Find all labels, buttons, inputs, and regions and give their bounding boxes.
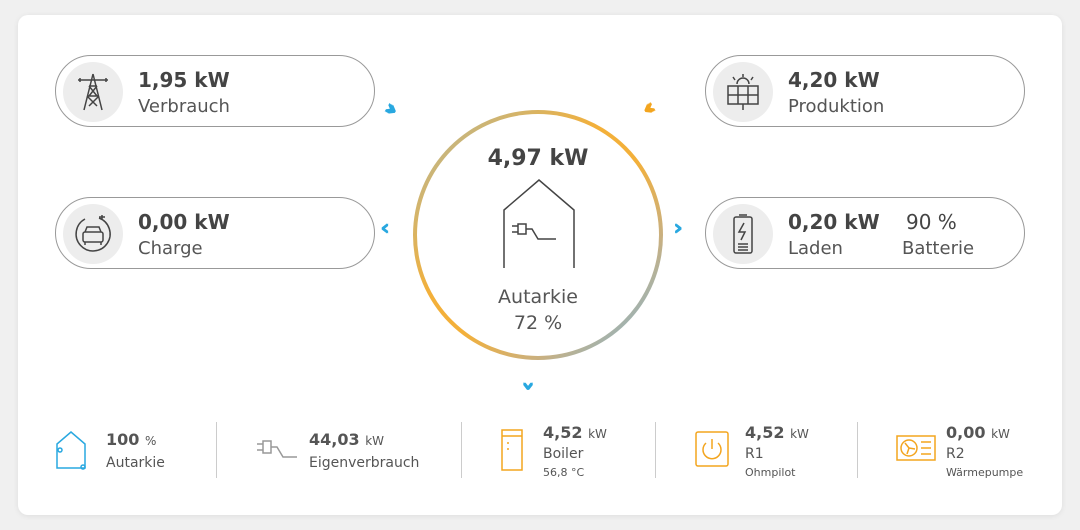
- summary-label: R2: [946, 446, 965, 462]
- flow-arrow-battery: ››: [673, 216, 684, 241]
- summary-value: 100: [106, 430, 140, 449]
- charge-pill[interactable]: 0,00 kW Charge: [55, 197, 375, 269]
- divider: [216, 422, 217, 478]
- summary-eigenverbrauch: 44,03 kW Eigenverbrauch: [255, 420, 445, 480]
- autarky-circle: 4,97 kW Autarkie 72 %: [413, 110, 663, 360]
- battery-percent: 90 %: [906, 210, 957, 234]
- grid-label: Verbrauch: [138, 96, 230, 117]
- summary-value: 4,52: [543, 423, 583, 442]
- summary-unit: %: [144, 434, 157, 448]
- summary-boiler: 4,52 kW Boiler 56,8 °C: [500, 420, 640, 480]
- summary-unit: kW: [588, 427, 607, 441]
- summary-value: 0,00: [946, 423, 986, 442]
- flow-arrow-charge: ‹‹: [380, 216, 391, 241]
- battery-pill[interactable]: 0,20 kW Laden 90 % Batterie: [705, 197, 1025, 269]
- summary-sub: Ohmpilot: [745, 466, 796, 479]
- production-label: Produktion: [788, 96, 885, 117]
- divider: [461, 422, 462, 478]
- summary-label: Eigenverbrauch: [309, 455, 420, 471]
- center-percent: 72 %: [513, 312, 563, 334]
- charge-label: Charge: [138, 238, 203, 259]
- center-label: Autarkie: [498, 286, 578, 308]
- battery-icon: [713, 204, 773, 264]
- summary-autarkie: 100 % Autarkie: [55, 420, 205, 480]
- plug-icon: [257, 440, 297, 458]
- house-icon: [56, 431, 86, 470]
- battery-value: 0,20 kW: [788, 210, 880, 234]
- production-pill[interactable]: 4,20 kW Produktion: [705, 55, 1025, 127]
- summary-label: Autarkie: [106, 455, 165, 471]
- summary-value: 44,03: [309, 430, 360, 449]
- power-tower-icon: [63, 62, 123, 122]
- summary-sub: Wärmepumpe: [946, 466, 1024, 479]
- battery-label: Laden: [788, 238, 843, 259]
- summary-label: Boiler: [543, 446, 584, 462]
- divider: [857, 422, 858, 478]
- grid-value: 1,95 kW: [138, 68, 230, 92]
- summary-label: R1: [745, 446, 764, 462]
- summary-r2: 0,00 kW R2 Wärmepumpe: [895, 420, 1045, 480]
- summary-unit: kW: [991, 427, 1010, 441]
- ev-charger-icon: [63, 204, 123, 264]
- solar-panel-icon: [713, 62, 773, 122]
- heat-pump-icon: [896, 435, 936, 461]
- boiler-icon: [501, 429, 523, 471]
- summary-unit: kW: [365, 434, 385, 448]
- summary-value: 4,52: [745, 423, 785, 442]
- grid-pill[interactable]: 1,95 kW Verbrauch: [55, 55, 375, 127]
- house-plug-icon: [502, 178, 576, 274]
- summary-sub: 56,8 °C: [543, 466, 585, 479]
- center-value: 4,97 kW: [487, 146, 589, 171]
- summary-unit: kW: [790, 427, 809, 441]
- summary-r1: 4,52 kW R1 Ohmpilot: [694, 420, 844, 480]
- charge-value: 0,00 kW: [138, 210, 230, 234]
- battery-percent-label: Batterie: [902, 238, 975, 259]
- power-icon: [695, 431, 729, 467]
- production-value: 4,20 kW: [788, 68, 880, 92]
- divider: [655, 422, 656, 478]
